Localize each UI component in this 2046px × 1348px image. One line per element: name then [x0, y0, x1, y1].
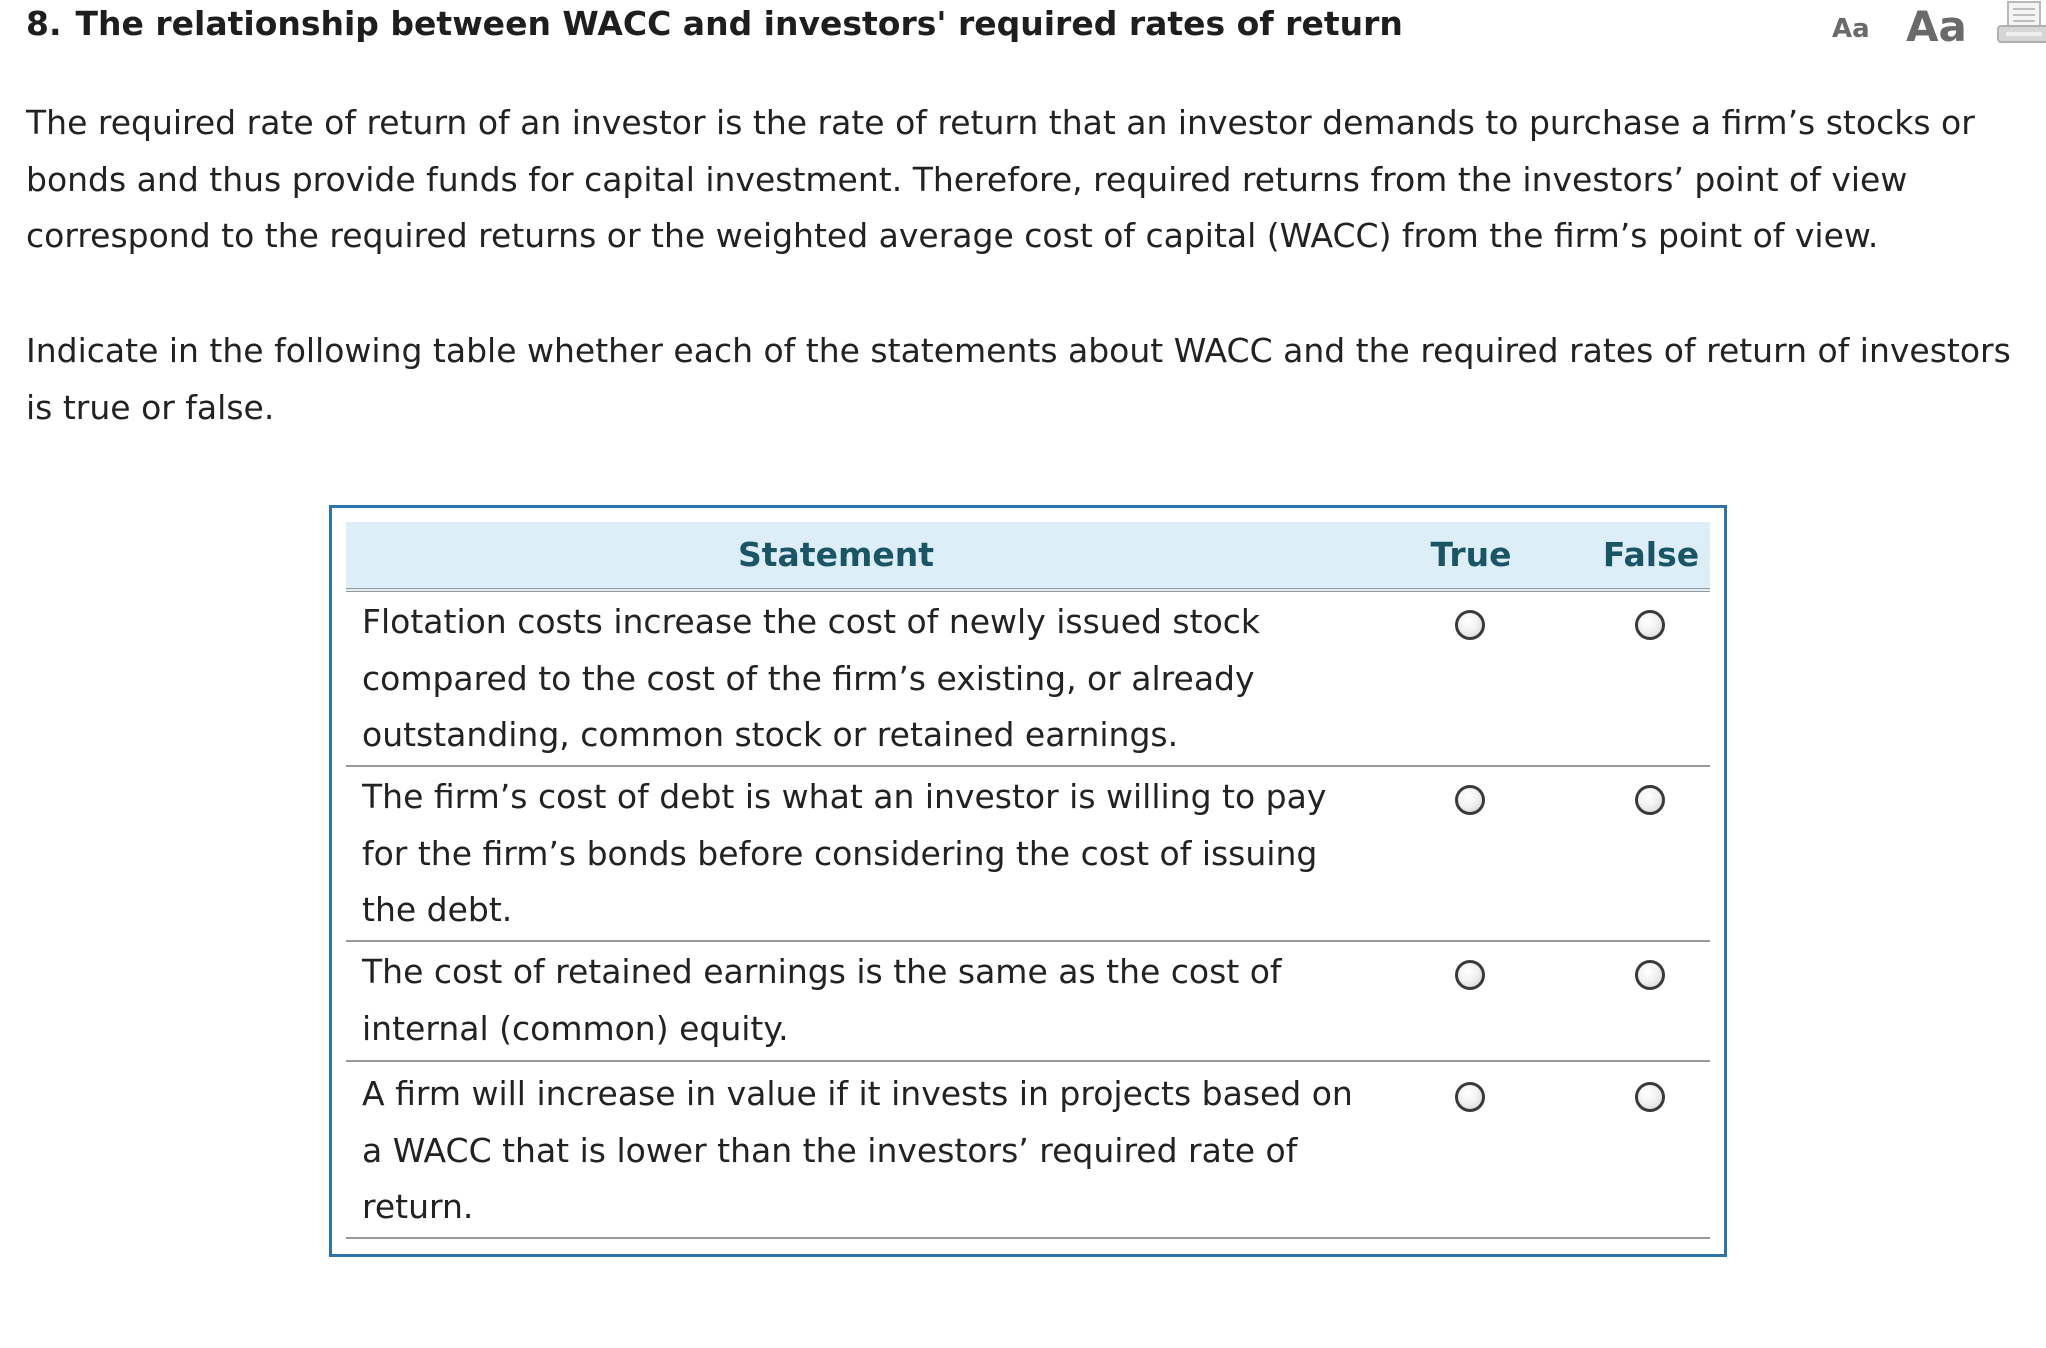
table-row: Flotation costs increase the cost of new… [346, 592, 1710, 767]
table-row: A firm will increase in value if it inve… [346, 1062, 1710, 1239]
radio-true[interactable] [1455, 785, 1485, 815]
statement-text: Flotation costs increase the cost of new… [362, 602, 1261, 754]
decrease-text-size-button[interactable]: Aa [1832, 14, 1870, 44]
table-header: Statement True False [346, 522, 1710, 592]
print-icon[interactable] [1994, 0, 2046, 46]
radio-false[interactable] [1635, 960, 1665, 990]
intro-paragraph: The required rate of return of an invest… [26, 103, 1975, 255]
text-size-toolbar: Aa Aa [1786, 0, 2046, 60]
radio-true[interactable] [1455, 610, 1485, 640]
header-false: False [1602, 535, 1700, 574]
header-true: True [1430, 535, 1512, 574]
increase-text-size-button[interactable]: Aa [1906, 2, 1967, 51]
statement-text: A firm will increase in value if it inve… [362, 1074, 1353, 1226]
header-statement: Statement [737, 535, 934, 574]
table-row: The cost of retained earnings is the sam… [346, 942, 1710, 1062]
statement-text: The cost of retained earnings is the sam… [362, 952, 1282, 1048]
statements-table: Statement True False Flotation costs inc… [329, 505, 1727, 1257]
question-title: 8. The relationship between WACC and inve… [26, 2, 1726, 46]
radio-true[interactable] [1455, 1082, 1485, 1112]
instruction-paragraph: Indicate in the following table whether … [26, 331, 2011, 427]
statement-text: The firm’s cost of debt is what an inves… [362, 777, 1327, 929]
radio-false[interactable] [1635, 1082, 1665, 1112]
question-title-text: The relationship between WACC and invest… [75, 4, 1403, 43]
radio-true[interactable] [1455, 960, 1485, 990]
radio-false[interactable] [1635, 610, 1665, 640]
question-number: 8. [26, 4, 62, 43]
radio-false[interactable] [1635, 785, 1665, 815]
table-row: The firm’s cost of debt is what an inves… [346, 767, 1710, 942]
